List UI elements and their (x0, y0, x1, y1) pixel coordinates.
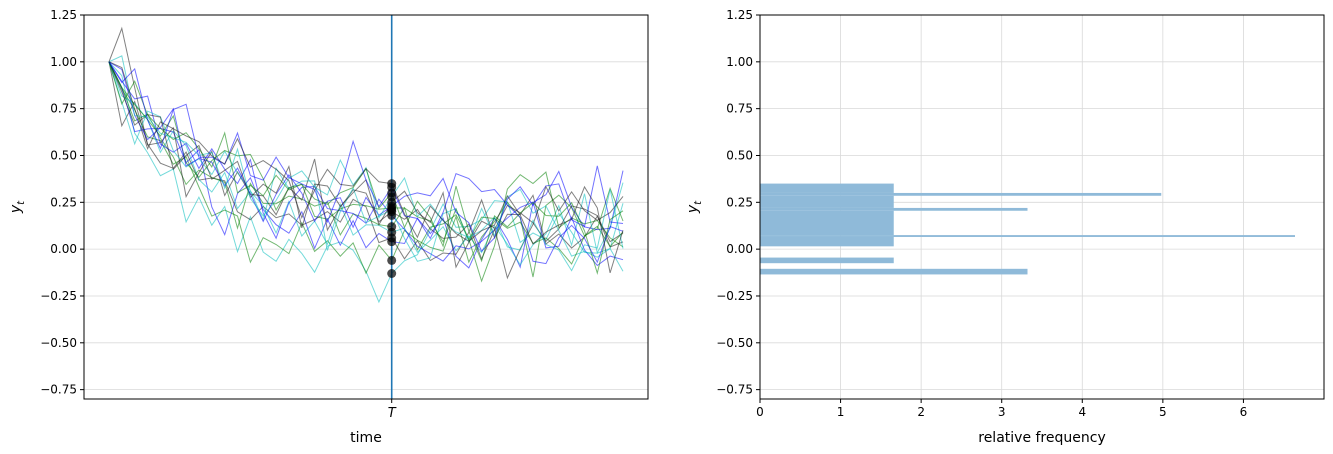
sample-path-line (108, 61, 624, 274)
y-tick-label: 0.50 (50, 148, 77, 162)
sample-path-line (108, 61, 624, 265)
x-tick-label: 6 (1240, 405, 1248, 419)
y-tick-label: 1.25 (50, 8, 77, 22)
x-tick-label: T (388, 406, 397, 421)
y-tick-label: 0.00 (726, 242, 753, 256)
histogram-bar (760, 183, 894, 193)
sample-path-line (108, 55, 624, 272)
histogram-chart: 1.251.000.750.500.250.00−0.25−0.50−0.75 … (685, 8, 1325, 446)
x-tick-label: 2 (917, 405, 925, 419)
y-tick-label: −0.75 (716, 383, 753, 397)
right-y-ticks: 1.25 1.00 0.75 0.50 0.25 0.00 −0.25 −0.50 −0.75 (716, 8, 760, 397)
y-tick-label: −0.25 (40, 289, 77, 303)
left-plot-frame (83, 14, 649, 400)
right-x-ticks: 0 1 2 3 4 5 6 (756, 399, 1247, 419)
y-tick-label: −0.50 (716, 336, 753, 350)
x-tick-label: 3 (998, 405, 1006, 419)
histogram-bar (760, 257, 894, 264)
endpoint-marker (387, 268, 397, 278)
endpoint-marker (387, 179, 397, 189)
right-x-axis-label: relative frequency (978, 430, 1105, 446)
histogram-bars (760, 183, 1295, 275)
x-tick-label: 4 (1078, 405, 1086, 419)
y-tick-label: 0.25 (50, 195, 77, 209)
sample-path-line (108, 61, 624, 278)
histogram-bar (760, 236, 894, 247)
histogram-bar (760, 268, 1028, 275)
y-tick-label: −0.75 (40, 383, 77, 397)
endpoint-marker (387, 255, 397, 265)
right-plot-frame (759, 14, 1325, 400)
sample-path-line (108, 61, 624, 304)
histogram-bar (760, 192, 1162, 196)
x-tick-label: 1 (837, 405, 845, 419)
paths-chart: 1.251.000.750.500.250.00−0.25−0.50−0.75 … (8, 8, 649, 446)
histogram-bar (760, 195, 894, 208)
sample-path-line (108, 61, 624, 253)
sample-path-line (108, 61, 624, 283)
histogram-bar (760, 235, 1295, 237)
sample-paths (108, 26, 624, 304)
sample-path-line (108, 61, 624, 269)
left-y-axis-label: yt (8, 200, 27, 214)
endpoint-marker (387, 222, 397, 232)
sample-path-line (108, 61, 624, 267)
y-tick-label: 0.50 (726, 148, 753, 162)
y-tick-label: 0.00 (50, 242, 77, 256)
y-tick-label: 0.75 (50, 102, 77, 116)
y-tick-label: 0.25 (726, 195, 753, 209)
histogram-bar (760, 207, 1028, 211)
y-tick-label: −0.25 (716, 289, 753, 303)
y-tick-label: 1.25 (726, 8, 753, 22)
left-grid (84, 14, 648, 391)
y-tick-label: −0.50 (40, 336, 77, 350)
left-x-axis-label: time (350, 430, 382, 446)
y-tick-label: 1.00 (726, 55, 753, 69)
right-y-axis-label: yt (685, 200, 704, 214)
left-y-ticks: 1.25 1.00 0.75 0.50 0.25 0.00 −0.25 −0.50 −0.75 (40, 8, 84, 397)
y-tick-label: 0.75 (726, 102, 753, 116)
histogram-bar (760, 210, 894, 236)
x-tick-label: 5 (1159, 405, 1167, 419)
left-x-ticks: T (388, 399, 397, 421)
y-tick-label: 1.00 (50, 55, 77, 69)
endpoint-markers (387, 179, 397, 278)
x-tick-label: 0 (756, 405, 764, 419)
